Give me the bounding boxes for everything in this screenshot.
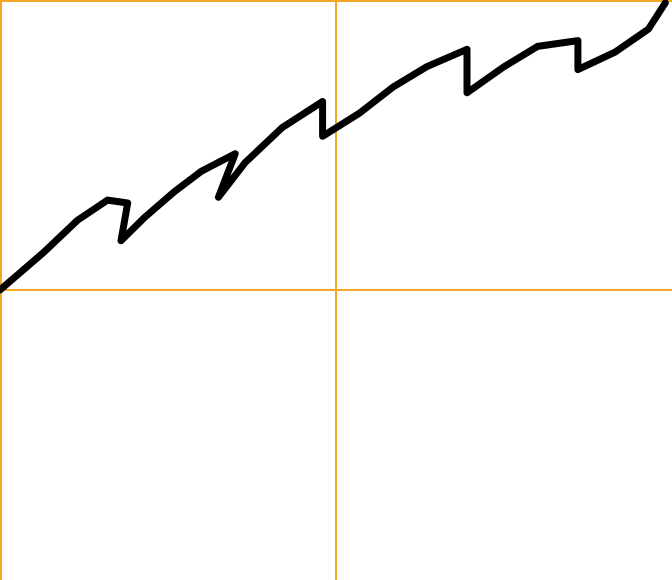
series-line-0 <box>0 0 669 294</box>
series-layer <box>0 0 669 294</box>
